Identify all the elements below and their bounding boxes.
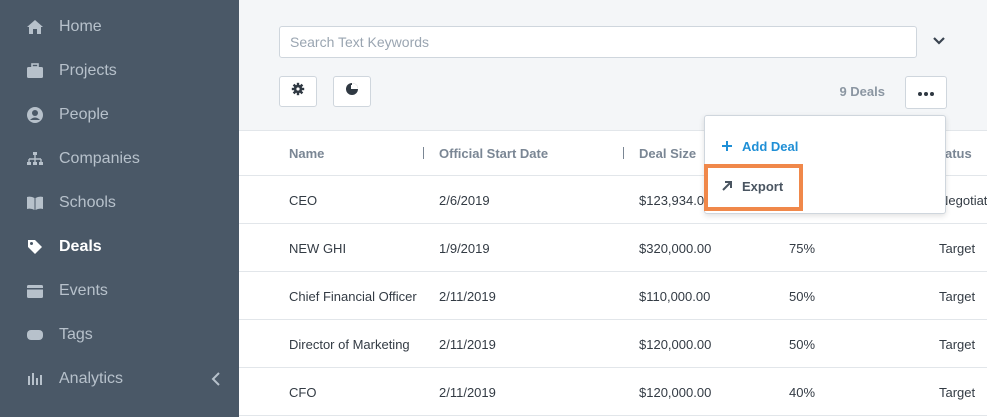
table-row[interactable]: CEO 2/6/2019 $123,934.0 Negotiat [239, 176, 987, 224]
sidebar-item-label: Analytics [59, 370, 124, 387]
search-input[interactable] [279, 26, 917, 58]
cell-probability: 50% [789, 337, 816, 352]
briefcase-icon [24, 61, 46, 81]
sidebar-item-analytics[interactable]: Analytics [0, 357, 239, 401]
export-label: Export [742, 178, 784, 194]
more-options-button[interactable] [905, 76, 947, 109]
sidebar-item-label: Tags [59, 326, 93, 343]
cell-start-date: 2/11/2019 [439, 385, 496, 400]
cell-name: CEO [289, 193, 318, 208]
toolbar: 9 Deals [239, 0, 987, 131]
column-header-deal-size[interactable]: Deal Size [639, 146, 697, 161]
add-deal-menu-item[interactable]: Add Deal [705, 129, 945, 163]
chevron-down-icon[interactable] [929, 31, 949, 51]
table-row[interactable]: CFO 2/11/2019 $120,000.00 40% Target [239, 368, 987, 416]
cell-deal-size: $120,000.00 [639, 385, 712, 400]
cell-name: CFO [289, 385, 317, 400]
book-icon [24, 193, 46, 213]
cell-name: Chief Financial Officer [289, 289, 417, 304]
column-divider [623, 147, 624, 159]
table-row[interactable]: NEW GHI 1/9/2019 $320,000.00 75% Target [239, 224, 987, 272]
table-row[interactable]: Director of Marketing 2/11/2019 $120,000… [239, 320, 987, 368]
sidebar-item-deals[interactable]: Deals [0, 225, 239, 269]
cell-probability: 75% [789, 241, 816, 256]
calendar-icon [24, 281, 46, 301]
cell-name: NEW GHI [289, 241, 347, 256]
sidebar-item-schools[interactable]: Schools [0, 181, 239, 225]
cell-deal-size: $123,934.0 [639, 193, 705, 208]
cell-start-date: 2/11/2019 [439, 337, 496, 352]
gear-icon [291, 82, 305, 101]
collapse-sidebar-icon[interactable] [208, 369, 224, 389]
sidebar-item-people[interactable]: People [0, 93, 239, 137]
column-header-start-date[interactable]: Official Start Date [439, 146, 549, 161]
cell-start-date: 2/11/2019 [439, 289, 496, 304]
org-chart-icon [24, 149, 46, 169]
sidebar-item-companies[interactable]: Companies [0, 137, 239, 181]
cell-status: Target [939, 385, 976, 400]
sidebar-item-label: Schools [59, 194, 116, 211]
column-header-name[interactable]: Name [289, 146, 325, 161]
sidebar-item-events[interactable]: Events [0, 269, 239, 313]
sidebar-item-label: Events [59, 282, 108, 299]
deals-table: Name Official Start Date Deal Size Statu… [239, 131, 987, 416]
plus-icon [719, 138, 735, 154]
export-arrow-icon [719, 178, 735, 194]
cell-status: Target [939, 241, 976, 256]
cell-probability: 50% [789, 289, 816, 304]
sidebar-item-home[interactable]: Home [0, 5, 239, 49]
sidebar-item-label: Projects [59, 62, 117, 79]
more-options-menu: Add Deal Export [704, 115, 946, 214]
cell-status: Target [939, 289, 976, 304]
cell-deal-size: $110,000.00 [639, 289, 711, 304]
add-deal-label: Add Deal [742, 138, 799, 154]
sidebar-item-label: People [59, 106, 109, 123]
home-icon [24, 17, 46, 37]
cell-probability: 40% [789, 385, 816, 400]
deal-count: 9 Deals [839, 84, 885, 99]
label-icon [24, 325, 46, 345]
cell-start-date: 1/9/2019 [439, 241, 490, 256]
sidebar-item-tags[interactable]: Tags [0, 313, 239, 357]
cell-start-date: 2/6/2019 [439, 193, 490, 208]
sidebar-item-label: Deals [59, 238, 102, 255]
cell-status: Target [939, 337, 976, 352]
cell-status: Negotiat [939, 193, 987, 208]
export-menu-item[interactable]: Export [705, 169, 945, 203]
column-divider [423, 147, 424, 159]
tag-icon [24, 237, 46, 257]
table-row[interactable]: Chief Financial Officer 2/11/2019 $110,0… [239, 272, 987, 320]
chart-view-button[interactable] [333, 76, 371, 107]
sidebar-item-label: Companies [59, 150, 140, 167]
cell-deal-size: $320,000.00 [639, 241, 712, 256]
ellipsis-icon [917, 84, 935, 102]
sidebar-item-projects[interactable]: Projects [0, 49, 239, 93]
bar-chart-icon [24, 369, 46, 389]
cell-name: Director of Marketing [289, 337, 410, 352]
sidebar-item-label: Home [59, 18, 102, 35]
settings-button[interactable] [279, 76, 317, 107]
cell-deal-size: $120,000.00 [639, 337, 712, 352]
person-icon [24, 105, 46, 125]
sidebar: Home Projects People Companies Schools D… [0, 0, 239, 417]
pie-chart-icon [345, 82, 359, 101]
